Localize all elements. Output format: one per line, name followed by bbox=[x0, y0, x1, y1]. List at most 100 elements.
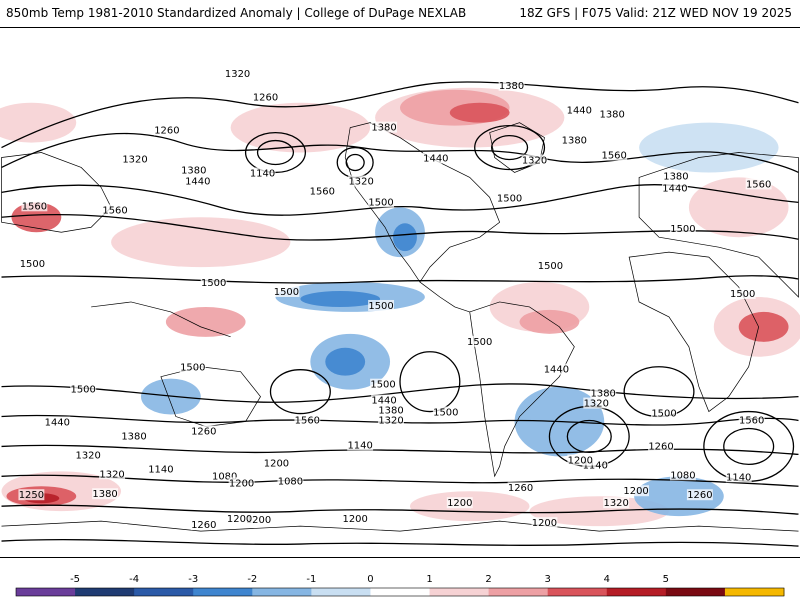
contour-label: 1200 bbox=[227, 514, 252, 525]
contour-label: 1320 bbox=[348, 176, 373, 187]
contour-label-bg bbox=[121, 430, 147, 442]
contour-label-bg bbox=[99, 468, 126, 480]
contour-label-bg bbox=[521, 154, 548, 166]
contour-label: 1200 bbox=[342, 514, 367, 525]
contour-label-bg bbox=[446, 497, 473, 509]
contour-label-bg bbox=[370, 378, 397, 390]
contour-label-bg bbox=[228, 477, 255, 489]
contour-label: 1320 bbox=[604, 498, 629, 509]
contour-label: 1260 bbox=[687, 490, 712, 501]
contour-label-bg bbox=[342, 513, 369, 525]
contour-label: 1260 bbox=[648, 441, 673, 452]
contour-label-bg bbox=[599, 108, 626, 120]
contour-label: 1500 bbox=[274, 287, 299, 298]
contour-label: 1320 bbox=[122, 154, 147, 165]
colorbar-tick-label: 4 bbox=[604, 574, 610, 585]
contour-label-bg bbox=[70, 383, 97, 395]
contour-label: 1440 bbox=[45, 417, 70, 428]
contour-label-bg bbox=[200, 277, 227, 289]
contour-label-bg bbox=[245, 514, 272, 526]
contour-label-bg bbox=[249, 167, 276, 179]
anomaly-map: 1320126012601320138014401140132013801440… bbox=[0, 27, 800, 558]
contour-label: 1380 bbox=[562, 136, 587, 147]
contour-label: 1440 bbox=[371, 396, 396, 407]
contour-label-bg bbox=[371, 394, 398, 406]
contour-label: 1140 bbox=[583, 460, 608, 471]
contour-label: 1080 bbox=[278, 476, 303, 487]
contour-label-bg bbox=[582, 459, 609, 471]
contour-label: 1260 bbox=[253, 93, 278, 104]
contour-label-bg bbox=[686, 489, 713, 501]
contour-label: 1500 bbox=[730, 289, 755, 300]
colorbar-swatch bbox=[252, 588, 312, 596]
contour-label: 1500 bbox=[370, 380, 395, 391]
contour-label-bg bbox=[603, 497, 630, 509]
contour-label: 1560 bbox=[295, 416, 320, 427]
contour-label: 1260 bbox=[191, 426, 216, 437]
colorbar-tick-labels: -5 -4 -3 -2 -1 0 1 2 3 4 5 bbox=[70, 574, 669, 585]
contour-label: 1080 bbox=[670, 470, 695, 481]
contour-label: 1320 bbox=[378, 416, 403, 427]
contour-label: 1440 bbox=[567, 106, 592, 117]
contour-label-bg bbox=[669, 223, 696, 235]
contour-label-bg bbox=[601, 149, 628, 161]
colorbar-swatch bbox=[311, 588, 371, 596]
contour-label-bg bbox=[543, 363, 570, 375]
contour-label-bg bbox=[590, 387, 617, 399]
colorbar-swatch bbox=[665, 588, 726, 596]
contour-label: 1260 bbox=[508, 483, 533, 494]
contour-label: 1250 bbox=[19, 490, 44, 501]
contour-label: 1440 bbox=[662, 183, 687, 194]
contour-label-bg bbox=[75, 449, 102, 461]
contour-label-bg bbox=[309, 185, 336, 197]
contour-label: 1500 bbox=[71, 385, 96, 396]
contour-label-bg bbox=[466, 335, 493, 347]
contour-label: 1320 bbox=[99, 469, 124, 480]
contour-label-bg bbox=[651, 407, 677, 419]
contour-label-bg bbox=[663, 170, 689, 182]
contour-label: 1380 bbox=[663, 171, 688, 182]
colorbar-tick-label: 3 bbox=[545, 574, 551, 585]
contour-label: 1140 bbox=[148, 464, 173, 475]
contour-label-bg bbox=[368, 196, 395, 208]
contour-label-bg bbox=[669, 469, 696, 481]
contour-label: 1200 bbox=[229, 478, 254, 489]
contour-label: 1200 bbox=[623, 486, 648, 497]
colorbar-swatch bbox=[724, 588, 785, 596]
contour-label: 1200 bbox=[568, 455, 593, 466]
contour-label-bg bbox=[190, 425, 217, 437]
contour-label: 1500 bbox=[670, 224, 695, 235]
map-title: 850mb Temp 1981-2010 Standardized Anomal… bbox=[6, 6, 467, 20]
colorbar-tick-label: 1 bbox=[426, 574, 432, 585]
contour-label-bg bbox=[190, 519, 217, 531]
contour-label-bg bbox=[44, 416, 71, 428]
contour-label: 1560 bbox=[102, 205, 127, 216]
contour-label: 1440 bbox=[544, 365, 569, 376]
colorbar-swatch bbox=[134, 588, 194, 596]
contour-label: 1500 bbox=[368, 301, 393, 312]
colorbar-swatch bbox=[75, 588, 135, 596]
contour-label-bg bbox=[273, 286, 300, 297]
contour-label-bg bbox=[507, 482, 534, 494]
contour-label-bg bbox=[19, 258, 46, 270]
contour-label-bg bbox=[725, 471, 752, 483]
contour-label-bg bbox=[745, 178, 772, 190]
colorbar-swatch bbox=[16, 588, 76, 596]
contour-label: 1440 bbox=[423, 153, 448, 164]
contour-label: 1500 bbox=[201, 278, 226, 289]
contour-label: 1560 bbox=[739, 416, 764, 427]
contour-label: 1320 bbox=[225, 69, 250, 80]
colorbar-swatch bbox=[488, 588, 549, 596]
contour-label-bg bbox=[662, 182, 688, 194]
contour-label-bg bbox=[179, 361, 206, 373]
contour-label-bg bbox=[498, 79, 525, 91]
colorbar-tick-label: -4 bbox=[129, 574, 139, 585]
contour-label-bg bbox=[422, 152, 449, 164]
contour-label: 1260 bbox=[191, 520, 216, 531]
contour-label: 1500 bbox=[433, 408, 458, 419]
contour-label: 1500 bbox=[20, 259, 45, 270]
contour-label: 1200 bbox=[246, 515, 271, 526]
contour-label: 1320 bbox=[522, 155, 547, 166]
colorbar-tick-label: -5 bbox=[70, 574, 80, 585]
contour-label-bg bbox=[496, 192, 523, 204]
